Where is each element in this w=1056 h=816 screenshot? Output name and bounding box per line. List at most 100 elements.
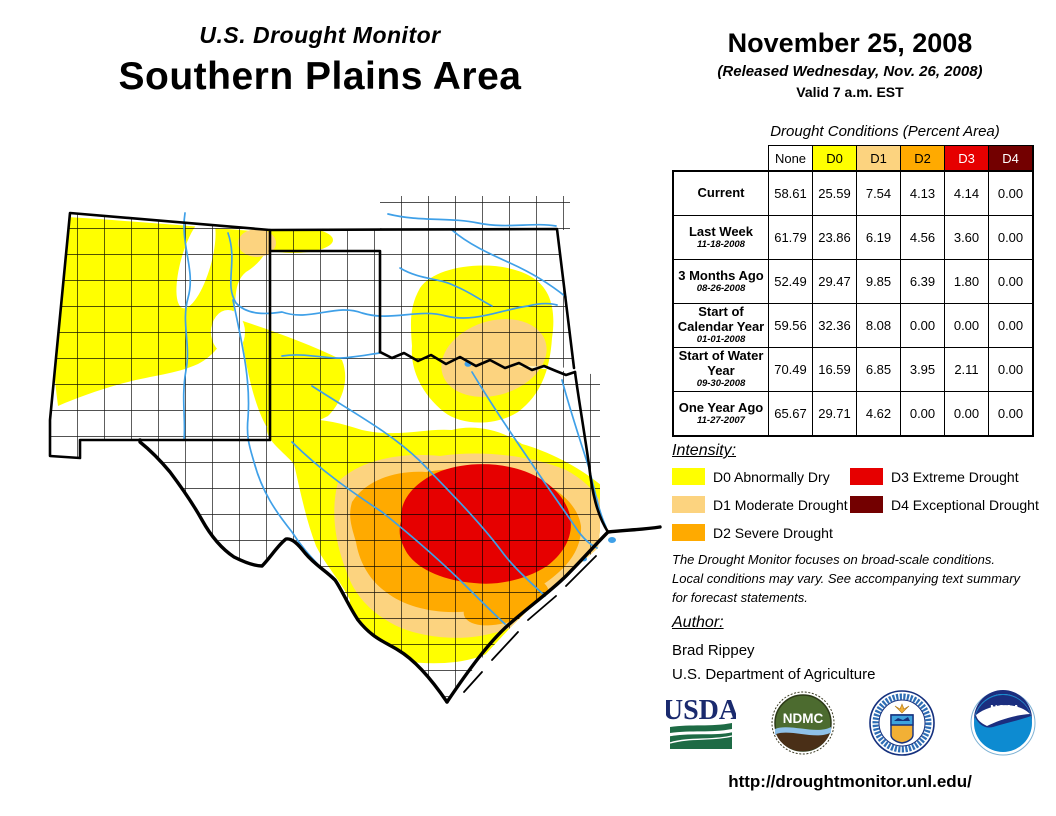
cell-value: 0.00 xyxy=(988,259,1034,304)
cell-value: 3.95 xyxy=(900,347,945,392)
ndmc-logo-icon: NDMC xyxy=(771,691,835,755)
cell-value: 6.85 xyxy=(856,347,901,392)
cell-value: 8.08 xyxy=(856,303,901,348)
row-label: Start of Water Year 09-30-2008 xyxy=(672,347,769,392)
commerce-seal-icon xyxy=(869,690,936,756)
col-header-d4: D4 xyxy=(988,145,1034,172)
svg-text:NOAA: NOAA xyxy=(990,704,1019,715)
header-corner-cell xyxy=(673,145,769,171)
row-label: 3 Months Ago 08-26-2008 xyxy=(672,259,769,304)
cell-value: 29.47 xyxy=(812,259,857,304)
legend-label: D2 Severe Drought xyxy=(713,524,833,541)
cell-value: 70.49 xyxy=(768,347,813,392)
table-row: 3 Months Ago 08-26-2008 52.49 29.47 9.85 … xyxy=(672,259,1034,304)
cell-value: 58.61 xyxy=(768,170,813,216)
cell-value: 0.00 xyxy=(988,391,1034,437)
row-date: 01-01-2008 xyxy=(696,334,746,346)
valid-time: Valid 7 a.m. EST xyxy=(796,84,904,100)
cell-value: 52.49 xyxy=(768,259,813,304)
legend-label: D3 Extreme Drought xyxy=(891,468,1019,485)
cell-value: 29.71 xyxy=(812,391,857,437)
coastline xyxy=(138,438,662,704)
table-title: Drought Conditions (Percent Area) xyxy=(770,123,1000,140)
released-date: (Released Wednesday, Nov. 26, 2008) xyxy=(717,63,983,80)
cell-value: 61.79 xyxy=(768,215,813,260)
col-header-d2: D2 xyxy=(900,145,945,172)
cell-value: 4.13 xyxy=(900,170,945,216)
cell-value: 65.67 xyxy=(768,391,813,437)
map-supertitle: U.S. Drought Monitor xyxy=(199,22,441,48)
intensity-legend: Intensity: D0 Abnormally Dry D1 Moderate… xyxy=(672,442,1039,556)
cell-value: 1.80 xyxy=(944,259,989,304)
cell-value: 0.00 xyxy=(944,303,989,348)
map-date: November 25, 2008 xyxy=(727,28,973,58)
author-block: Author: Brad Rippey U.S. Department of A… xyxy=(672,614,1032,683)
d4-swatch xyxy=(850,496,883,513)
legend-item-d4: D4 Exceptional Drought xyxy=(850,496,1039,513)
row-date: 11-27-2007 xyxy=(697,414,745,426)
state-borders xyxy=(48,211,610,534)
legend-heading: Intensity: xyxy=(672,442,737,459)
author-heading: Author: xyxy=(672,614,724,631)
legend-label: D4 Exceptional Drought xyxy=(891,496,1039,513)
table-row: Start of Water Year 09-30-2008 70.49 16.5… xyxy=(672,347,1034,392)
page-title: Southern Plains Area xyxy=(118,55,522,98)
county-lines xyxy=(50,196,600,702)
svg-text:USDA: USDA xyxy=(666,695,736,726)
author-org: U.S. Department of Agriculture xyxy=(672,666,876,683)
cell-value: 0.00 xyxy=(988,303,1034,348)
d1-swatch xyxy=(672,496,705,513)
barrier-islands xyxy=(463,555,597,693)
table-row: Last Week 11-18-2008 61.79 23.86 6.19 4.5… xyxy=(672,215,1034,260)
legend-label: D0 Abnormally Dry xyxy=(713,468,830,485)
website-url: http://droughtmonitor.unl.edu/ xyxy=(728,772,972,791)
drought-map xyxy=(48,196,662,704)
usda-logo-icon: USDA xyxy=(666,695,736,749)
row-date: 08-26-2008 xyxy=(696,282,746,294)
col-header-d3: D3 xyxy=(944,145,989,172)
author-name: Brad Rippey xyxy=(672,642,755,659)
title-block: U.S. Drought Monitor Southern Plains Are… xyxy=(80,22,560,99)
disclaimer-text: The Drought Monitor focuses on broad-sca… xyxy=(672,552,1021,605)
agency-logos: USDA NDMC NOAA xyxy=(666,690,1036,756)
cell-value: 6.39 xyxy=(900,259,945,304)
legend-item-d0: D0 Abnormally Dry xyxy=(672,468,830,485)
row-label: Current xyxy=(672,170,769,216)
cell-value: 4.14 xyxy=(944,170,989,216)
d2-swatch xyxy=(672,524,705,541)
table-header-row: None D0 D1 D2 D3 D4 xyxy=(673,145,1034,172)
cell-value: 4.62 xyxy=(856,391,901,437)
cell-value: 3.60 xyxy=(944,215,989,260)
cell-value: 7.54 xyxy=(856,170,901,216)
legend-label: D1 Moderate Drought xyxy=(713,496,848,513)
row-label: One Year Ago 11-27-2007 xyxy=(672,391,769,437)
svg-text:NDMC: NDMC xyxy=(782,711,823,726)
col-header-d0: D0 xyxy=(812,145,857,172)
cell-value: 0.00 xyxy=(988,347,1034,392)
cell-value: 59.56 xyxy=(768,303,813,348)
row-label: Start of Calendar Year 01-01-2008 xyxy=(672,303,769,348)
cell-value: 0.00 xyxy=(900,303,945,348)
noaa-logo-icon: NOAA xyxy=(970,690,1036,756)
table-row: Current 58.61 25.59 7.54 4.13 4.14 0.00 xyxy=(672,170,1034,216)
d0-swatch xyxy=(672,468,705,485)
cell-value: 4.56 xyxy=(900,215,945,260)
row-date: 09-30-2008 xyxy=(696,378,746,390)
cell-value: 32.36 xyxy=(812,303,857,348)
date-block: November 25, 2008 (Released Wednesday, N… xyxy=(688,28,1012,100)
legend-item-d1: D1 Moderate Drought xyxy=(672,496,848,513)
d3-swatch xyxy=(850,468,883,485)
cell-value: 0.00 xyxy=(988,215,1034,260)
cell-value: 23.86 xyxy=(812,215,857,260)
drought-conditions-table: None D0 D1 D2 D3 D4 Current 58.61 25.59 … xyxy=(672,145,1034,437)
col-header-d1: D1 xyxy=(856,145,901,172)
cell-value: 25.59 xyxy=(812,170,857,216)
table-row: One Year Ago 11-27-2007 65.67 29.71 4.62 … xyxy=(672,391,1034,437)
cell-value: 16.59 xyxy=(812,347,857,392)
legend-item-d3: D3 Extreme Drought xyxy=(850,468,1019,485)
legend-item-d2: D2 Severe Drought xyxy=(672,524,833,541)
row-date: 11-18-2008 xyxy=(697,238,745,250)
cell-value: 0.00 xyxy=(944,391,989,437)
cell-value: 0.00 xyxy=(900,391,945,437)
cell-value: 6.19 xyxy=(856,215,901,260)
